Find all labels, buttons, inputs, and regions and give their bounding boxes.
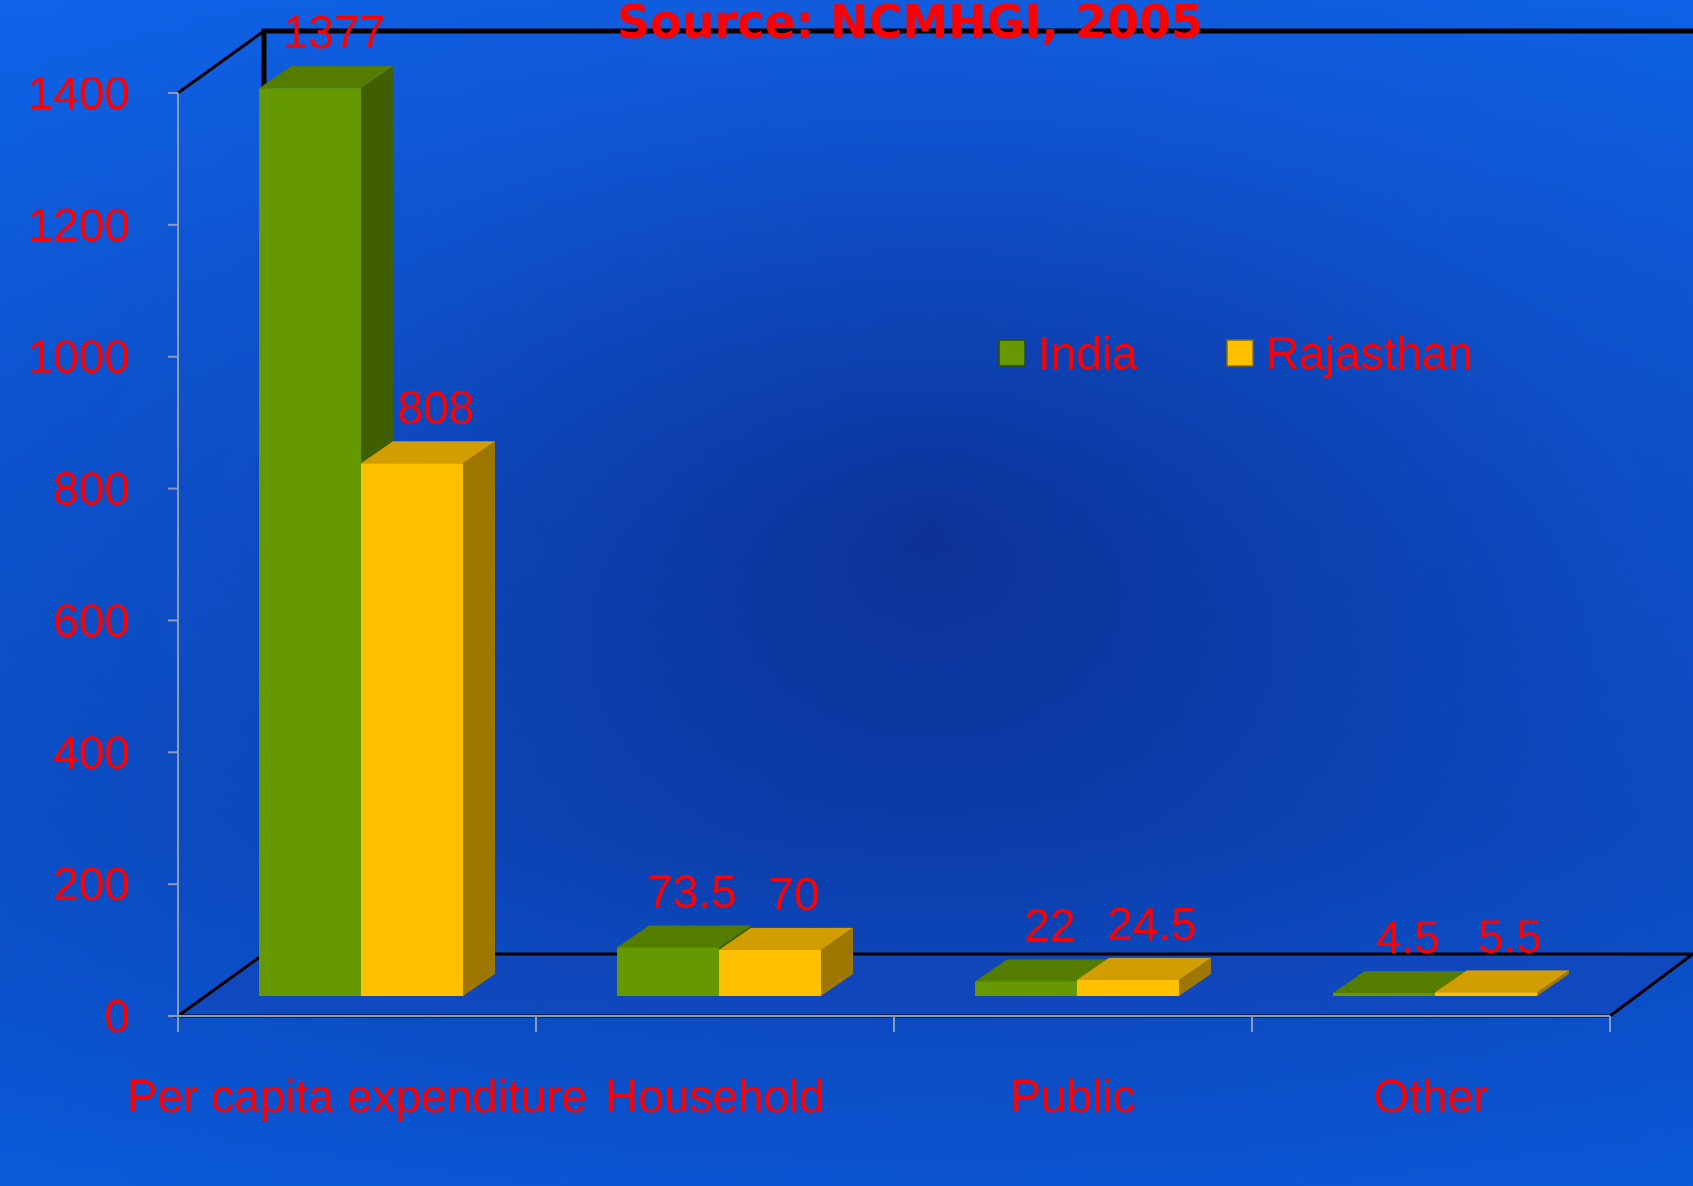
- bar-front: [975, 981, 1077, 996]
- bar-front: [1077, 979, 1179, 996]
- x-tick-label-other: Other: [1373, 1070, 1488, 1122]
- y-tick-label: 1000: [28, 331, 130, 383]
- data-label-india-household: 73.5: [647, 866, 737, 918]
- bar-rajasthan-per-capita-expenditure: [361, 441, 495, 997]
- y-tick-label: 1400: [28, 67, 130, 119]
- bar-rajasthan-household: [719, 927, 853, 996]
- bar-rajasthan-other: [1435, 970, 1569, 996]
- bars: [259, 66, 1569, 997]
- y-tick-label: 200: [53, 858, 130, 910]
- bar-front: [1435, 992, 1537, 996]
- bar-front: [719, 949, 821, 996]
- bar-rajasthan-public: [1077, 957, 1211, 996]
- bar-side: [821, 927, 853, 996]
- bar-india-per-capita-expenditure: [259, 66, 393, 996]
- bar-top: [719, 927, 853, 950]
- legend-item-rajasthan: Rajasthan: [1226, 327, 1473, 379]
- y-tick-label: 0: [104, 990, 130, 1042]
- legend-swatch-rajasthan: [1226, 339, 1254, 367]
- bar-front: [259, 88, 361, 996]
- x-tick-label-per-capita-expenditure: Per capita expenditure: [127, 1070, 587, 1122]
- y-axis: 0 200 400 600 800 1000 1200 1400: [28, 67, 178, 1042]
- bar-side: [463, 441, 495, 997]
- bar-side: [1179, 957, 1211, 996]
- bar-top: [975, 959, 1109, 982]
- y-tick-label: 1200: [28, 199, 130, 251]
- chart-title: Source: NCMHGI, 2005: [617, 0, 1203, 49]
- x-axis: Per capita expenditure Household Public Oth…: [127, 1016, 1611, 1122]
- bar-top: [259, 66, 393, 89]
- legend-label-india: India: [1038, 327, 1138, 379]
- y-tick-label: 800: [53, 463, 130, 515]
- data-label-india-public: 22: [1024, 899, 1075, 951]
- data-label-rajasthan-other: 5.5: [1478, 910, 1542, 962]
- legend-swatch-india: [998, 339, 1026, 367]
- bar-top: [1435, 970, 1569, 993]
- data-label-rajasthan-public: 24.5: [1107, 898, 1197, 950]
- y-tick-label: 400: [53, 726, 130, 778]
- data-label-india-per-capita-expenditure: 1377: [283, 6, 385, 58]
- data-label-india-other: 4.5: [1376, 911, 1440, 963]
- legend-item-india: India: [998, 327, 1138, 379]
- side-wall: [177, 29, 265, 95]
- data-labels: 1377 808 73.5 70 22 24.5 4.5 5.5: [283, 6, 1542, 963]
- legend: India Rajasthan: [998, 327, 1473, 379]
- x-tick-label-public: Public: [1010, 1070, 1135, 1122]
- data-label-rajasthan-per-capita-expenditure: 808: [398, 381, 475, 433]
- bar-front: [361, 463, 463, 997]
- x-tick-label-household: Household: [605, 1070, 825, 1122]
- y-tick-label: 600: [53, 594, 130, 646]
- bar-top: [361, 441, 495, 464]
- bar-india-household: [617, 925, 751, 996]
- bar-side: [1537, 970, 1569, 996]
- data-label-rajasthan-household: 70: [768, 868, 819, 920]
- legend-label-rajasthan: Rajasthan: [1266, 327, 1473, 379]
- bar-top: [617, 925, 751, 948]
- bar-front: [617, 947, 719, 996]
- bar-top: [1077, 957, 1211, 980]
- bar-top: [1333, 971, 1467, 994]
- bar-front: [1333, 993, 1435, 996]
